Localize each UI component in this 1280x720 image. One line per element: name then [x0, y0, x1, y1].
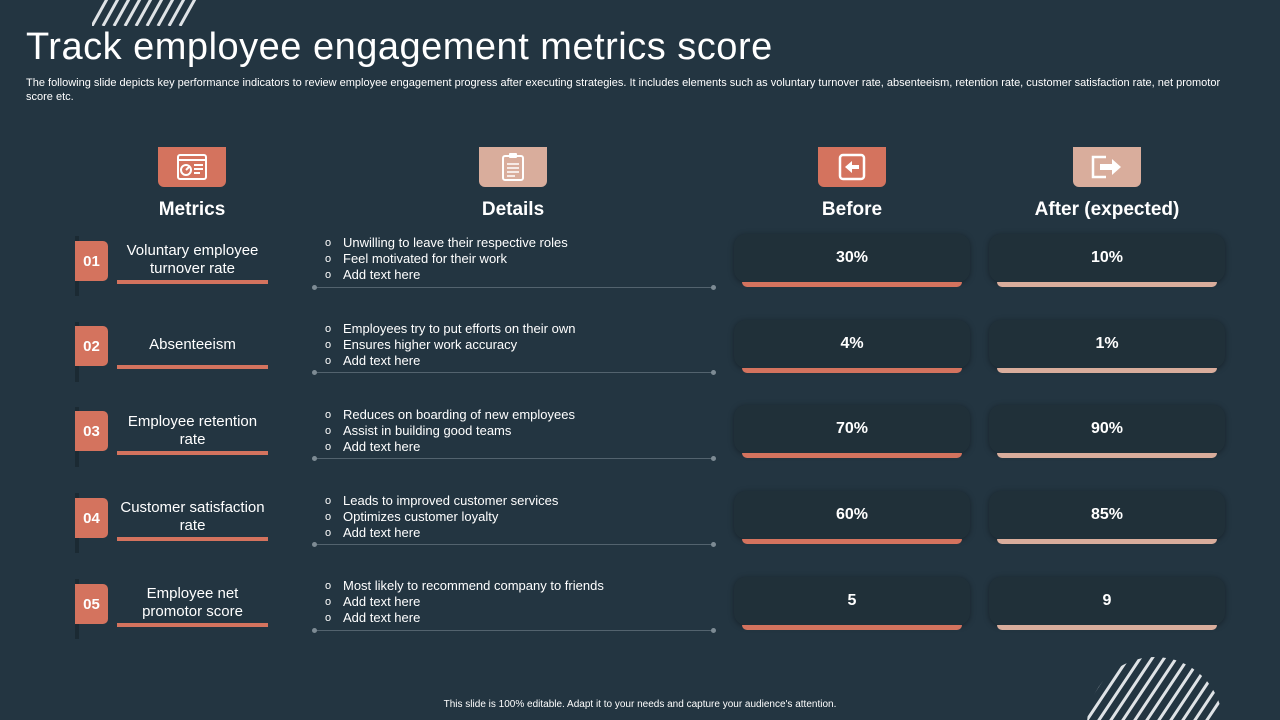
details-list: o Employees try to put efforts on their o… [325, 321, 715, 369]
list-item: o Reduces on boarding of new employees [325, 407, 575, 422]
before-value: 5 [734, 577, 970, 625]
bullet-icon: o [325, 355, 332, 367]
details-list: o Unwilling to leave their respective rol… [325, 235, 715, 283]
details-list: o Leads to improved customer services o Op… [325, 493, 715, 541]
metric-underline [117, 365, 268, 369]
metric-label: Customer satisfaction rate [120, 499, 265, 534]
metric-label: Employee net promotor score [142, 585, 243, 620]
before-value-bar [742, 539, 962, 544]
list-item: o Add text here [325, 610, 421, 625]
row-number: 03 [75, 411, 108, 451]
before-value: 4% [734, 320, 970, 368]
column-header-after: After (expected) [1034, 199, 1180, 220]
details-divider [312, 542, 716, 547]
bullet-icon: o [325, 441, 332, 453]
before-value: 70% [734, 405, 970, 453]
bullet-icon: o [325, 237, 332, 249]
after-value: 9 [989, 577, 1225, 625]
list-item: o Unwilling to leave their respective rol… [325, 235, 568, 250]
after-value: 10% [989, 234, 1225, 282]
page-subtitle: The following slide depicts key performa… [26, 77, 1221, 103]
bullet-icon: o [325, 339, 332, 351]
column-header-metrics: Metrics [158, 199, 226, 220]
row-number: 01 [75, 241, 108, 281]
list-item: o Leads to improved customer services [325, 493, 559, 508]
bullet-icon: o [325, 495, 332, 507]
after-value-bar [997, 453, 1217, 458]
clipboard-icon [479, 147, 547, 187]
metric-label: Absenteeism [149, 336, 236, 353]
list-item: o Ensures higher work accuracy [325, 337, 518, 352]
metric-underline [117, 537, 268, 541]
decorative-stripes-bottom [1087, 657, 1223, 720]
after-value-bar [997, 368, 1217, 373]
details-divider [312, 285, 716, 290]
after-value: 1% [989, 320, 1225, 368]
after-value-bar [997, 282, 1217, 287]
bullet-icon: o [325, 253, 332, 265]
list-item: o Most likely to recommend company to fri… [325, 578, 604, 593]
exit-arrow-icon [1073, 147, 1141, 187]
after-value-bar [997, 539, 1217, 544]
before-value: 60% [734, 491, 970, 539]
bullet-icon: o [325, 511, 332, 523]
list-item: o Add text here [325, 439, 421, 454]
column-header-before: Before [821, 199, 883, 220]
list-item: o Add text here [325, 525, 421, 540]
list-item: o Add text here [325, 267, 421, 282]
after-value-bar [997, 625, 1217, 630]
metric-underline [117, 280, 268, 284]
row-number: 02 [75, 326, 108, 366]
details-divider [312, 370, 716, 375]
list-item: o Optimizes customer loyalty [325, 509, 499, 524]
before-value-bar [742, 453, 962, 458]
after-value: 85% [989, 491, 1225, 539]
metric-label: Employee retention rate [127, 413, 258, 448]
before-value-bar [742, 625, 962, 630]
details-list: o Most likely to recommend company to fri… [325, 578, 715, 626]
column-header-details: Details [481, 199, 545, 220]
metric-underline [117, 623, 268, 627]
details-divider [312, 628, 716, 633]
metric-underline [117, 451, 268, 455]
bullet-icon: o [325, 612, 332, 624]
before-value-bar [742, 282, 962, 287]
metric-label: Voluntary employee turnover rate [126, 242, 259, 277]
details-divider [312, 456, 716, 461]
bullet-icon: o [325, 425, 332, 437]
dashboard-icon [158, 147, 226, 187]
decorative-stripes-top [92, 0, 197, 26]
page-title: Track employee engagement metrics score [26, 26, 773, 68]
bullet-icon: o [325, 409, 332, 421]
list-item: o Add text here [325, 353, 421, 368]
row-number: 04 [75, 498, 108, 538]
bullet-icon: o [325, 596, 332, 608]
before-value: 30% [734, 234, 970, 282]
list-item: o Employees try to put efforts on their o… [325, 321, 576, 336]
bullet-icon: o [325, 269, 332, 281]
back-arrow-icon [818, 147, 886, 187]
row-number: 05 [75, 584, 108, 624]
list-item: o Add text here [325, 594, 421, 609]
list-item: o Feel motivated for their work [325, 251, 508, 266]
bullet-icon: o [325, 580, 332, 592]
footer-note: This slide is 100% editable. Adapt it to… [443, 699, 837, 710]
bullet-icon: o [325, 527, 332, 539]
after-value: 90% [989, 405, 1225, 453]
before-value-bar [742, 368, 962, 373]
list-item: o Assist in building good teams [325, 423, 512, 438]
bullet-icon: o [325, 323, 332, 335]
